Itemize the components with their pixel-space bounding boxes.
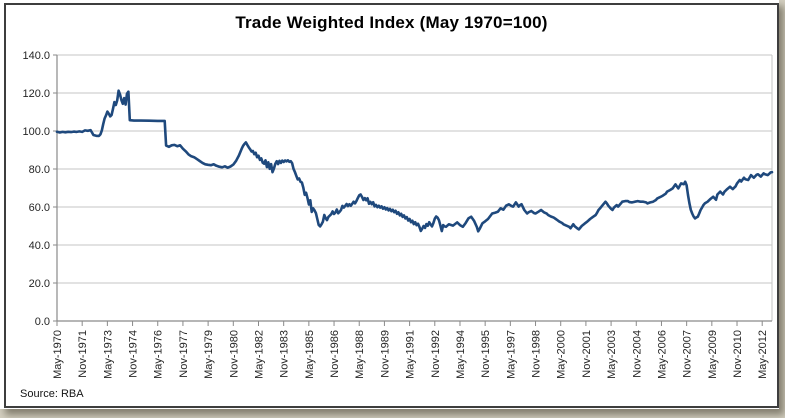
x-axis-label: Nov-1995 — [480, 330, 492, 378]
x-axis-label: May-1985 — [304, 330, 316, 379]
x-axis-label: May-1991 — [405, 330, 417, 379]
x-axis-label: May-1997 — [505, 330, 517, 379]
x-axis-label: May-2009 — [707, 330, 719, 379]
twi-series-line — [55, 89, 774, 233]
y-axis-label: 0.0 — [35, 316, 50, 328]
x-axis-label: Nov-2007 — [682, 330, 694, 378]
x-axis-label: May-1973 — [102, 330, 114, 379]
x-axis-label: Nov-1983 — [279, 330, 291, 378]
x-axis-label: May-2012 — [757, 330, 769, 379]
x-axis-label: Nov-1974 — [128, 330, 140, 378]
x-axis-label: Nov-1986 — [329, 330, 341, 378]
x-axis-label: May-1970 — [52, 330, 64, 379]
x-axis-label: May-2000 — [556, 330, 568, 379]
x-axis-label: Nov-2001 — [581, 330, 593, 378]
y-axis-label: 40.0 — [29, 240, 50, 252]
x-axis-label: May-1988 — [354, 330, 366, 379]
x-axis-label: Nov-1980 — [228, 330, 240, 378]
y-axis-label: 140.0 — [22, 50, 50, 62]
x-axis-label: Nov-1989 — [379, 330, 391, 378]
x-axis-label: May-1976 — [153, 330, 165, 379]
x-axis-label: Nov-1992 — [430, 330, 442, 378]
x-axis-label: Nov-1998 — [531, 330, 543, 378]
x-axis-label: Nov-1971 — [77, 330, 89, 378]
x-axis-label: Nov-2004 — [631, 330, 643, 378]
chart-title: Trade Weighted Index (May 1970=100) — [235, 13, 548, 32]
x-axis-label: Nov-2010 — [732, 330, 744, 378]
y-axis-label: 100.0 — [22, 126, 50, 138]
chart-frame: Trade Weighted Index (May 1970=100) 0.0 2… — [4, 3, 779, 408]
source-note: Source: RBA — [20, 388, 84, 400]
x-axis-label: May-1982 — [253, 330, 265, 379]
y-axis-label: 120.0 — [22, 88, 50, 100]
x-axis-label: May-1994 — [455, 330, 467, 379]
x-axis-label: May-2003 — [606, 330, 618, 379]
y-axis-label: 80.0 — [29, 164, 50, 176]
y-axis-label: 20.0 — [29, 278, 50, 290]
x-axis-label: May-1979 — [203, 330, 215, 379]
chart-canvas: 0.0 20.0 40.0 60.0 80.0 100.0 120.0 140.0 May-19… — [22, 50, 774, 379]
y-axis-label: 60.0 — [29, 202, 50, 214]
x-axis-label: May-2006 — [656, 330, 668, 379]
x-axis-label: Nov-1977 — [178, 330, 190, 378]
